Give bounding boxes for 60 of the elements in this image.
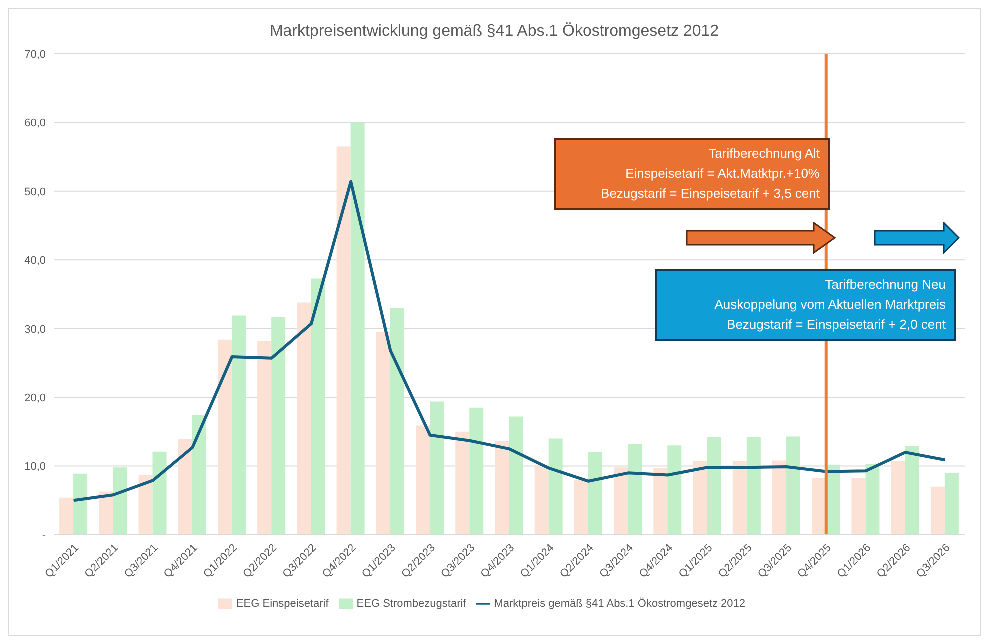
bar [297,302,312,535]
bar [944,473,959,535]
line-series [72,180,947,502]
bar [376,332,390,535]
legend-label: Marktpreis gemäß §41 Abs.1 Ökostromgesetz 2012 [494,598,746,610]
bar [60,498,74,535]
bar [614,468,628,535]
bar [74,474,88,535]
y-tick-label: 30,0 [24,324,46,336]
bar [707,437,722,535]
bar [534,464,549,535]
bar [509,416,524,535]
note-box: Tarifberechnung Alt Einspeisetarif = Akt.Matktpr.+10% Bezugstarif = Einspeisetarif + 3,5 cent [554,138,830,210]
bar [654,468,668,535]
y-tick-label: 60,0 [24,118,46,130]
bar [668,446,682,535]
bar [336,146,351,535]
bar [416,426,430,535]
bar [866,464,880,535]
bar [470,408,484,535]
bar [852,478,866,535]
bar [456,432,470,535]
bar [350,122,365,535]
bar [152,452,167,535]
bar [693,461,708,535]
bar [891,461,906,535]
bar [138,475,153,535]
y-tick-label: - [42,530,46,542]
y-tick-label: 70,0 [24,48,46,61]
bar [786,436,800,535]
bar [113,468,128,535]
bar [746,437,761,535]
bar [772,460,786,535]
bar [628,444,642,535]
y-tick-label: 20,0 [24,392,46,404]
legend-label: EEG Strombezugstarif [356,598,466,610]
chart-title: Marktpreisentwicklung gemäß §41 Abs.1 Ökostromgesetz 2012 [268,23,720,41]
bar [311,278,326,535]
bar [232,316,246,535]
bar [732,461,747,535]
bar [192,415,206,535]
bar [588,452,602,535]
note-box: Tarifberechnung Neu Auskoppelung vom Aktuellen Marktpreis Bezugstarif = Einspeisetarif + 2,0 cent [655,269,956,341]
bar [272,317,286,535]
bar [218,340,232,535]
bar [178,439,192,535]
y-tick-label: 50,0 [24,186,46,198]
bar [430,402,444,535]
y-tick-label: 40,0 [24,255,46,268]
bar [495,442,510,535]
bar [99,492,114,535]
legend-label: EEG Einspeisetarif [236,598,329,610]
bar [812,478,826,535]
bar [905,446,920,535]
bar [390,308,404,535]
y-tick-label: 10,0 [24,461,46,474]
bar [548,438,563,535]
bar [258,341,272,535]
bar [930,486,945,535]
bar [574,480,588,535]
